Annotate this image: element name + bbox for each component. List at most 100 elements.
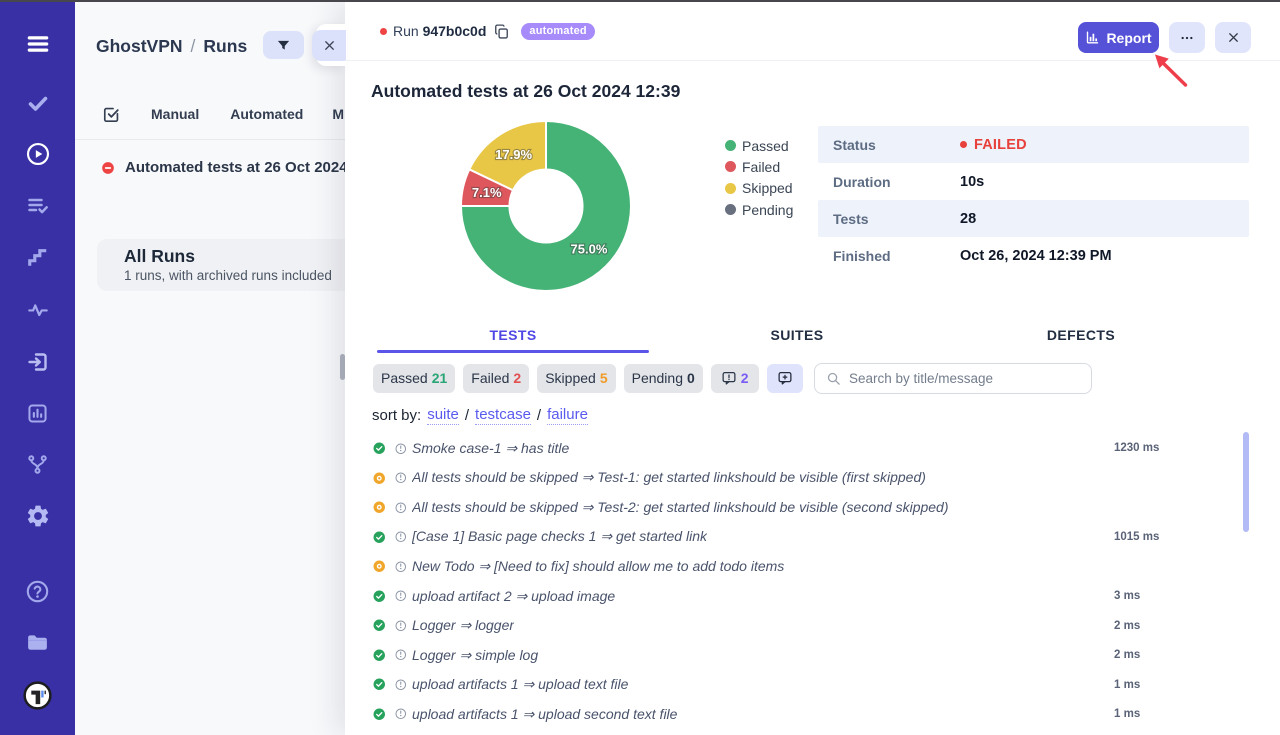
legend-label: Failed bbox=[742, 158, 781, 175]
filter-chip-failed[interactable]: Failed 2 bbox=[463, 363, 530, 393]
sidebar-item-runs[interactable] bbox=[0, 141, 75, 167]
duration-clock-icon bbox=[394, 679, 406, 690]
sort-link-failure[interactable]: failure bbox=[547, 405, 588, 425]
test-row[interactable]: upload artifact 2 ⇒ upload image 3 ms bbox=[373, 581, 1233, 611]
add-comment-chip[interactable] bbox=[766, 363, 803, 393]
tab-mixed[interactable]: M bbox=[332, 106, 345, 122]
run-list-item[interactable]: Automated tests at 26 Oct 2024 12:39 bbox=[101, 157, 345, 178]
select-runs-button[interactable] bbox=[102, 105, 121, 124]
skipped-dot-icon bbox=[373, 501, 385, 514]
test-title: Smoke case-1 ⇒ has title bbox=[412, 439, 570, 456]
run-report-title: Automated tests at 26 Oct 2024 12:39 bbox=[371, 81, 681, 101]
play-circle-icon bbox=[26, 142, 49, 166]
run-label: Run bbox=[393, 23, 419, 39]
app-logo[interactable] bbox=[0, 681, 75, 710]
sidebar-item-projects[interactable] bbox=[0, 630, 75, 655]
runs-panel-scrollbar[interactable] bbox=[340, 354, 345, 380]
test-row[interactable]: upload artifacts 1 ⇒ upload text file 1 … bbox=[373, 670, 1233, 700]
tab-automated[interactable]: Automated bbox=[230, 106, 304, 122]
git-branch-icon bbox=[28, 455, 47, 474]
test-title: All tests should be skipped ⇒ Test-2: ge… bbox=[412, 498, 949, 515]
results-donut-chart: 75.0% 7.1% 17.9% bbox=[458, 118, 634, 294]
passed-check-icon bbox=[373, 708, 385, 720]
sidebar-item-reports[interactable] bbox=[0, 402, 75, 425]
drawer-tab-suites[interactable]: SUITES bbox=[770, 327, 824, 343]
summary-row: Tests 28 bbox=[818, 200, 1249, 237]
run-summary-table: Status FAILED Duration 10s Tests 28 Fini… bbox=[818, 126, 1249, 274]
copy-run-id-button[interactable] bbox=[493, 23, 510, 40]
filter-chip-count: 5 bbox=[599, 370, 608, 387]
copy-icon bbox=[495, 23, 509, 39]
duration-clock-icon bbox=[394, 708, 406, 720]
filter-chip-pending[interactable]: Pending 0 bbox=[623, 363, 703, 393]
sidebar-item-settings[interactable] bbox=[0, 503, 75, 529]
passed-check-icon bbox=[373, 442, 385, 454]
test-row[interactable]: upload artifacts 1 ⇒ upload second text … bbox=[373, 699, 1233, 729]
check-icon bbox=[28, 96, 47, 111]
legend-label: Pending bbox=[742, 201, 794, 218]
filter-chip-passed[interactable]: Passed 21 bbox=[373, 363, 456, 393]
search-icon bbox=[827, 372, 840, 385]
sidebar-item-test-plans[interactable] bbox=[0, 194, 75, 218]
test-row[interactable]: All tests should be skipped ⇒ Test-2: ge… bbox=[373, 493, 1233, 523]
runs-panel-divider bbox=[75, 139, 345, 140]
search-input[interactable] bbox=[849, 370, 1069, 386]
summary-value: 28 bbox=[960, 210, 977, 227]
filter-chip-skipped[interactable]: Skipped 5 bbox=[537, 363, 616, 393]
sidebar-item-milestones[interactable] bbox=[0, 247, 75, 269]
report-button[interactable]: Report bbox=[1078, 22, 1159, 53]
folder-icon bbox=[28, 635, 47, 650]
filter-chip-label: Failed bbox=[471, 370, 510, 387]
breadcrumb-project[interactable]: GhostVPN bbox=[96, 35, 183, 56]
filter-button[interactable] bbox=[263, 31, 304, 59]
duration-clock-icon bbox=[394, 531, 406, 543]
sidebar-item-branches[interactable] bbox=[0, 453, 75, 476]
hamburger-menu-button[interactable] bbox=[0, 31, 75, 57]
test-row[interactable]: Smoke case-1 ⇒ has title 1230 ms bbox=[373, 434, 1233, 464]
sort-link-testcase[interactable]: testcase bbox=[475, 405, 531, 425]
chart-legend: Passed Failed Skipped Pending bbox=[725, 135, 793, 220]
test-row[interactable]: Logger ⇒ simple log 2 ms bbox=[373, 640, 1233, 670]
sidebar-item-import[interactable] bbox=[0, 350, 75, 374]
stairs-icon bbox=[27, 249, 46, 266]
legend-item: Pending bbox=[725, 199, 793, 220]
comments-filter-chip[interactable]: 2 bbox=[710, 363, 759, 393]
test-status-passed bbox=[373, 649, 386, 662]
test-title: [Case 1] Basic page checks 1 ⇒ get start… bbox=[412, 528, 707, 545]
sort-link-suite[interactable]: suite bbox=[427, 405, 459, 425]
drawer-scrollbar[interactable] bbox=[1243, 432, 1249, 532]
test-row[interactable]: [Case 1] Basic page checks 1 ⇒ get start… bbox=[373, 522, 1233, 552]
drawer-edge-close-button[interactable] bbox=[312, 30, 346, 61]
test-clock bbox=[394, 502, 407, 514]
summary-label: Duration bbox=[833, 173, 891, 190]
test-results-list: Smoke case-1 ⇒ has title 1230 ms All tes… bbox=[373, 434, 1233, 729]
test-clock bbox=[394, 442, 407, 455]
drawer-tab-defects[interactable]: DEFECTS bbox=[1046, 327, 1116, 343]
test-row[interactable]: All tests should be skipped ⇒ Test-1: ge… bbox=[373, 463, 1233, 493]
sidebar-item-help[interactable] bbox=[0, 579, 75, 604]
test-row[interactable]: Logger ⇒ logger 2 ms bbox=[373, 611, 1233, 641]
funnel-icon bbox=[277, 40, 290, 50]
filter-chip-label: Skipped bbox=[545, 370, 596, 387]
gear-icon bbox=[27, 505, 48, 527]
drawer-tab-tests[interactable]: TESTS bbox=[371, 316, 655, 354]
sidebar-item-ready[interactable] bbox=[0, 91, 75, 115]
summary-label: Finished bbox=[833, 247, 891, 264]
all-runs-card[interactable]: All Runs 1 runs, with archived runs incl… bbox=[97, 239, 345, 291]
drawer-header: Run 947b0c0d automated Report bbox=[345, 2, 1280, 61]
svg-text:17.9%: 17.9% bbox=[495, 147, 532, 162]
drawer-close-button[interactable] bbox=[1215, 22, 1251, 53]
test-row[interactable]: New Todo ⇒ [Need to fix] should allow me… bbox=[373, 552, 1233, 582]
sidebar-item-analytics[interactable] bbox=[0, 299, 75, 321]
runs-panel-tabs: Manual Automated M bbox=[75, 98, 345, 130]
tab-manual[interactable]: Manual bbox=[151, 106, 200, 122]
duration-clock-icon bbox=[394, 649, 406, 661]
legend-item: Skipped bbox=[725, 178, 793, 199]
sort-by-label: sort by: bbox=[372, 406, 422, 424]
test-status-passed bbox=[373, 678, 386, 691]
all-runs-title: All Runs bbox=[124, 246, 195, 266]
more-actions-button[interactable] bbox=[1169, 22, 1205, 53]
test-duration: 1 ms bbox=[1114, 678, 1141, 691]
test-status-passed bbox=[373, 708, 386, 721]
filter-chip-label: Pending bbox=[631, 370, 683, 387]
